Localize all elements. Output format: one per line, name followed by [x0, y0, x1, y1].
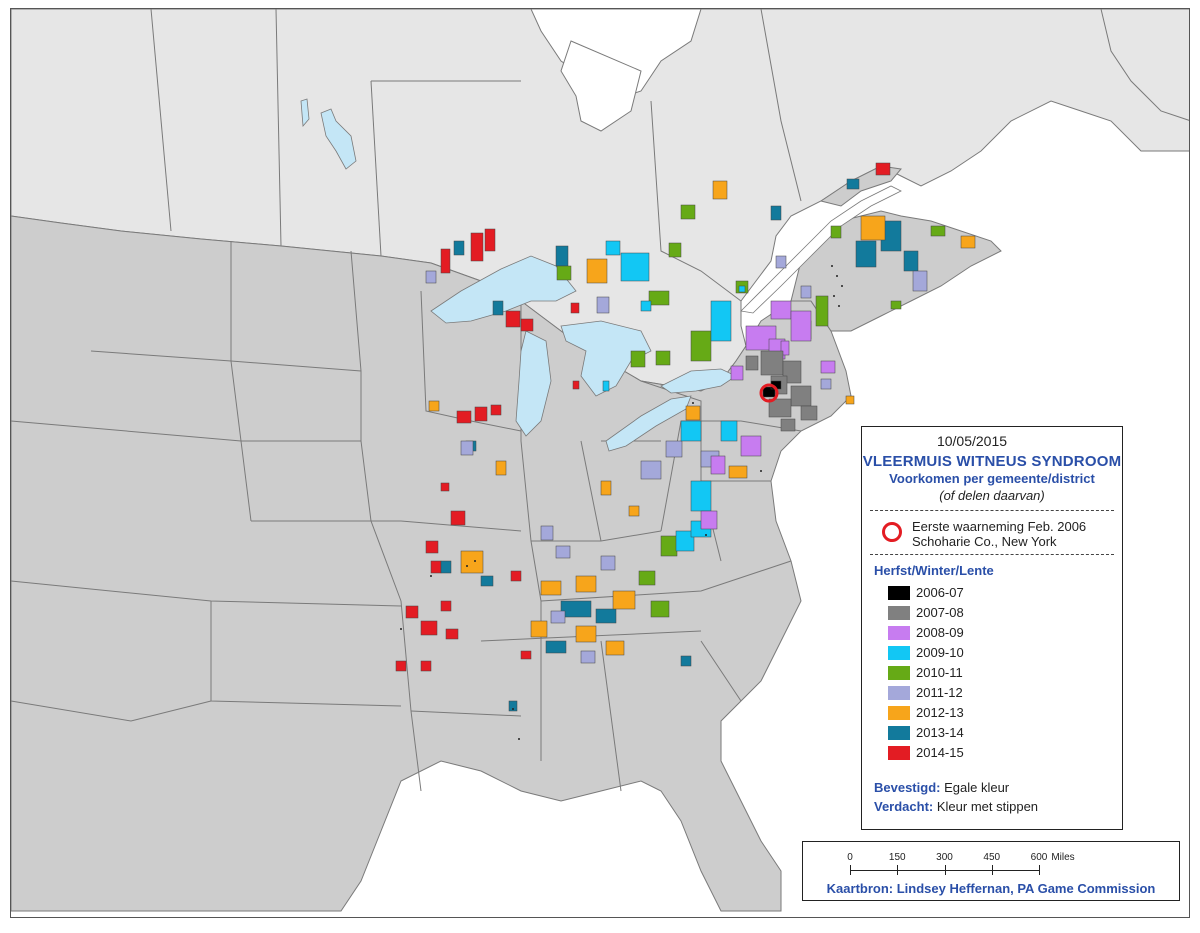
scale-tick-label: 0	[847, 852, 853, 863]
map-date: 10/05/2015	[936, 433, 1008, 449]
legend-divider	[870, 554, 1114, 555]
season-label: 2012-13	[916, 705, 964, 720]
scale-tick-label: 600	[1030, 852, 1048, 863]
first-detection-line2: Schoharie Co., New York	[912, 534, 1057, 549]
map-subtitle: Voorkomen per gemeente/district	[889, 471, 1095, 486]
scale-tick-label: 450	[983, 852, 1001, 863]
lake-winnipeg	[320, 108, 357, 170]
confirmed-note: Bevestigd: Egale kleur	[874, 780, 1009, 795]
first-detection-line1: Eerste waarneming Feb. 2006	[912, 519, 1087, 534]
canada-province-lines	[150, 9, 802, 302]
season-swatch	[888, 726, 910, 740]
confirmed-label: Bevestigd:	[874, 780, 941, 795]
suspected-label: Verdacht:	[874, 799, 934, 814]
season-label: 2014-15	[916, 745, 964, 760]
season-label: 2007-08	[916, 605, 964, 620]
season-label: 2010-11	[916, 665, 963, 680]
map-source: Kaartbron: Lindsey Heffernan, PA Game Co…	[826, 881, 1156, 896]
season-swatch	[888, 626, 910, 640]
lake-huron	[560, 320, 652, 397]
counties-2010-11	[556, 204, 946, 618]
season-swatch	[888, 666, 910, 680]
newfoundland-coast	[1100, 9, 1189, 121]
james-bay	[560, 40, 642, 132]
season-swatch	[888, 706, 910, 720]
lake-ontario	[660, 368, 737, 394]
lake-superior	[430, 255, 577, 324]
season-swatch	[888, 606, 910, 620]
season-swatch	[888, 686, 910, 700]
st-lawrence	[740, 185, 902, 314]
season-label: 2006-07	[916, 585, 964, 600]
first-detection-marker	[759, 383, 779, 403]
lake-michigan	[515, 330, 552, 437]
first-detection-ring-icon	[882, 522, 902, 542]
scale-bar	[850, 870, 1039, 871]
legend-divider	[870, 510, 1114, 511]
map-frame: 10/05/2015 VLEERMUIS WITNEUS SYNDROOM Vo…	[10, 8, 1190, 918]
map-canvas	[11, 9, 1189, 912]
counties-2013-14	[440, 178, 919, 712]
scale-tick-label: 150	[888, 852, 906, 863]
season-swatch	[888, 586, 910, 600]
scale-tick-mark	[1039, 865, 1040, 875]
season-label: 2009-10	[916, 645, 964, 660]
season-swatch	[888, 746, 910, 760]
scale-tick-label: 300	[936, 852, 953, 863]
affected-counties	[395, 162, 976, 712]
season-heading: Herfst/Winter/Lente	[874, 563, 994, 578]
season-label: 2013-14	[916, 725, 964, 740]
season-label: 2011-12	[916, 685, 963, 700]
scale-unit: Miles	[1051, 852, 1075, 863]
scale-box: 0 150 300 450 600 Miles Kaartbron: Lindsey He…	[802, 841, 1180, 901]
map-subtitle-note: (of delen daarvan)	[939, 488, 1045, 503]
season-swatch	[888, 646, 910, 660]
suspected-text: Kleur met stippen	[936, 799, 1039, 814]
counties-2008-09	[700, 300, 836, 530]
lake-manitoba	[300, 98, 310, 127]
suspected-dots	[400, 265, 843, 740]
counties-2009-10	[602, 240, 746, 552]
map-title: VLEERMUIS WITNEUS SYNDROOM	[862, 453, 1122, 470]
counties-2012-13	[428, 180, 976, 656]
legend-panel: 10/05/2015 VLEERMUIS WITNEUS SYNDROOM Vo…	[861, 426, 1123, 830]
suspected-note: Verdacht: Kleur met stippen	[874, 799, 1038, 814]
confirmed-text: Egale kleur	[944, 780, 1010, 795]
season-label: 2008-09	[916, 625, 964, 640]
gaspe	[819, 165, 902, 207]
